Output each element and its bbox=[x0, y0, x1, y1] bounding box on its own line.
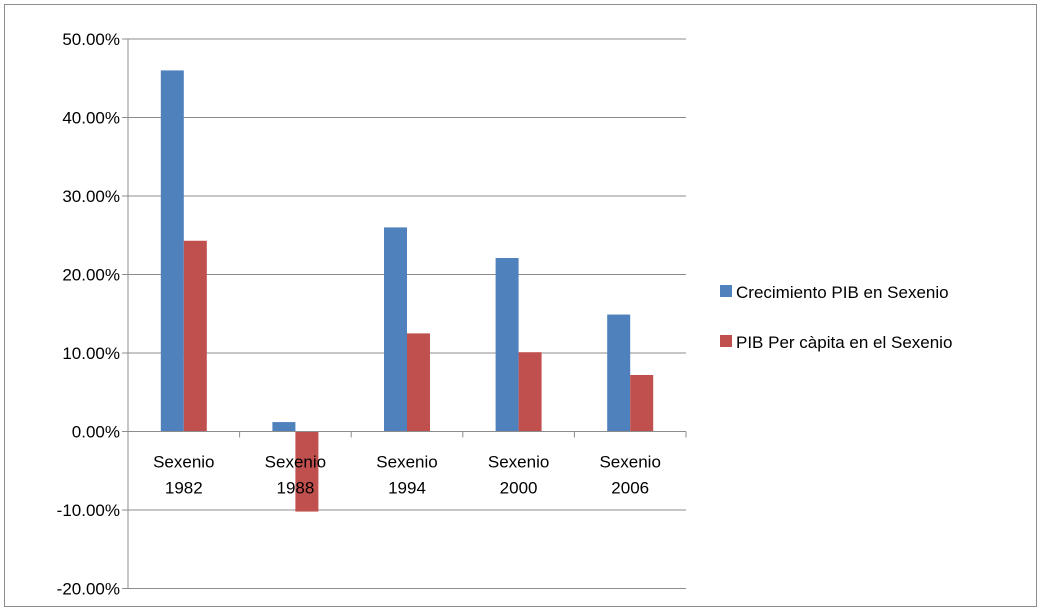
y-tick-label: 10.00% bbox=[62, 344, 120, 363]
bar bbox=[518, 352, 542, 432]
bar bbox=[160, 70, 184, 432]
bar bbox=[630, 374, 654, 432]
category-label: 2000 bbox=[500, 479, 538, 498]
y-tick-label: 30.00% bbox=[62, 187, 120, 206]
category-label: Sexenio bbox=[153, 453, 214, 472]
category-label: 1982 bbox=[165, 479, 203, 498]
y-tick-label: -10.00% bbox=[57, 501, 120, 520]
y-tick-label: 50.00% bbox=[62, 30, 120, 49]
y-tick-label: 0.00% bbox=[72, 423, 120, 442]
y-tick-label: 20.00% bbox=[62, 266, 120, 285]
bar bbox=[607, 314, 631, 432]
category-label: Sexenio bbox=[488, 453, 549, 472]
bar bbox=[495, 258, 519, 432]
bars bbox=[160, 70, 654, 512]
axes bbox=[122, 38, 687, 589]
axis-labels: 50.00% 40.00% 30.00% 20.00% 10.00% 0.00% -10.0… bbox=[57, 30, 661, 599]
category-label: Sexenio bbox=[265, 453, 326, 472]
bar bbox=[407, 333, 430, 432]
category-label: 1994 bbox=[388, 479, 426, 498]
bar bbox=[295, 431, 319, 512]
category-label: 1988 bbox=[276, 479, 314, 498]
bar bbox=[272, 422, 296, 432]
legend: Crecimiento PIB en Sexenio PIB Per càpita… bbox=[720, 283, 952, 352]
bar bbox=[384, 227, 407, 432]
bar bbox=[183, 240, 207, 432]
chart-frame: 50.00% 40.00% 30.00% 20.00% 10.00% 0.00% -10.0… bbox=[4, 4, 1037, 607]
legend-label: Crecimiento PIB en Sexenio bbox=[736, 283, 949, 302]
category-label: 2006 bbox=[611, 479, 649, 498]
bar-chart: 50.00% 40.00% 30.00% 20.00% 10.00% 0.00% -10.0… bbox=[57, 30, 953, 599]
category-label: Sexenio bbox=[599, 453, 660, 472]
category-label: Sexenio bbox=[376, 453, 437, 472]
y-tick-label: -20.00% bbox=[57, 580, 120, 599]
legend-label: PIB Per càpita en el Sexenio bbox=[736, 333, 952, 352]
y-tick-label: 40.00% bbox=[62, 109, 120, 128]
legend-swatch bbox=[720, 285, 732, 297]
legend-swatch bbox=[720, 335, 732, 347]
